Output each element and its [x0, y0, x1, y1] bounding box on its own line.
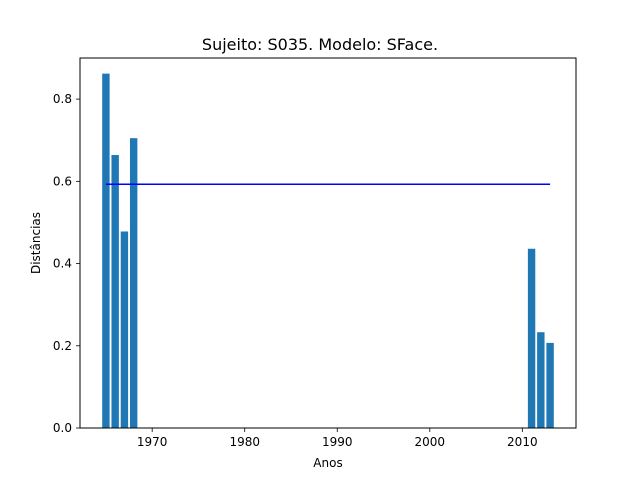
bars-group — [102, 73, 554, 428]
bar-1965 — [102, 73, 110, 428]
bar-2011 — [527, 248, 536, 428]
y-axis-label: Distâncias — [29, 212, 43, 274]
plot-frame — [79, 57, 577, 429]
x-axis-label: Anos — [313, 456, 342, 470]
y-tick-label-2: 0.4 — [53, 257, 72, 271]
x-tick-label-1970: 1970 — [137, 435, 168, 449]
y-tick-label-1: 0.2 — [53, 339, 72, 353]
x-tick-label-1980: 1980 — [229, 435, 260, 449]
x-tick-label-1990: 1990 — [322, 435, 353, 449]
bar-1967 — [120, 231, 129, 428]
x-axis-ticks: 1970 1980 1990 2000 2010 — [137, 428, 538, 449]
bar-1966 — [111, 155, 119, 428]
bar-2012 — [537, 332, 545, 428]
x-tick-label-2010: 2010 — [507, 435, 538, 449]
bar-2013 — [546, 342, 554, 428]
y-tick-label-3: 0.6 — [53, 174, 72, 188]
y-tick-label-0: 0.0 — [53, 421, 72, 435]
y-tick-label-4: 0.8 — [53, 92, 72, 106]
chart-title: Sujeito: S035. Modelo: SFace. — [202, 35, 438, 54]
bar-1968 — [129, 138, 138, 428]
x-tick-label-2000: 2000 — [415, 435, 446, 449]
y-axis-ticks: 0.0 0.2 0.4 0.6 0.8 — [53, 92, 80, 435]
